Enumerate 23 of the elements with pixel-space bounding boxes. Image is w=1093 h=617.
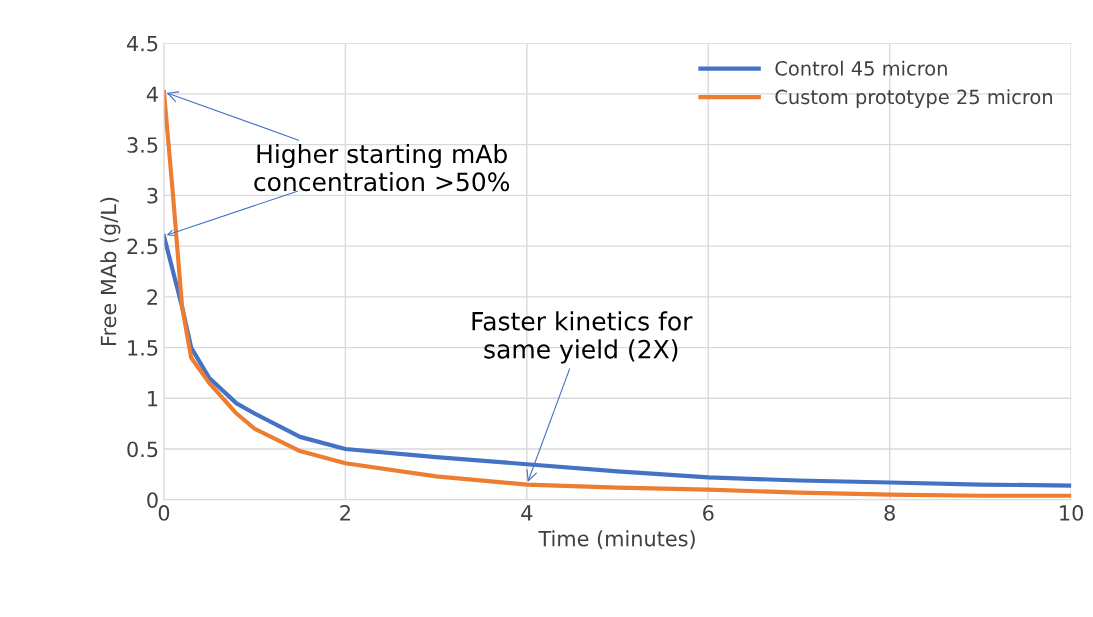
annotation: Faster kinetics for same yield (2X) xyxy=(472,311,693,364)
y-axis-title: Free MAb (g/L) xyxy=(100,197,121,345)
y-tick-label: 0 xyxy=(147,492,158,508)
y-tick-label: 2.5 xyxy=(127,238,158,255)
y-tick-label: 2 xyxy=(147,289,157,305)
x-axis-title: Time (minutes) xyxy=(538,530,695,549)
line-series xyxy=(163,233,1072,488)
legend-label: Control 45 micron xyxy=(775,60,947,76)
legend-label: Custom prototype 25 micron xyxy=(775,89,1052,109)
y-tick-label: 3.5 xyxy=(127,137,158,153)
x-tick-label: 2 xyxy=(340,505,350,521)
x-tick-label: 6 xyxy=(703,505,714,521)
y-tick-label: 3 xyxy=(147,187,158,204)
y-tick-label: 4 xyxy=(146,86,158,102)
annotation: Higher starting mAb concentration >50% xyxy=(254,143,510,192)
y-tick-label: 1 xyxy=(148,391,158,407)
y-tick-label: 1.5 xyxy=(128,340,158,356)
y-tick-label: 0.5 xyxy=(127,441,158,458)
x-tick-label: 10 xyxy=(1060,505,1084,521)
x-tick-label: 8 xyxy=(884,505,895,521)
x-tick-label: 4 xyxy=(521,505,533,521)
x-tick-label: 0 xyxy=(158,505,170,521)
y-tick-label: 4.5 xyxy=(126,35,158,52)
